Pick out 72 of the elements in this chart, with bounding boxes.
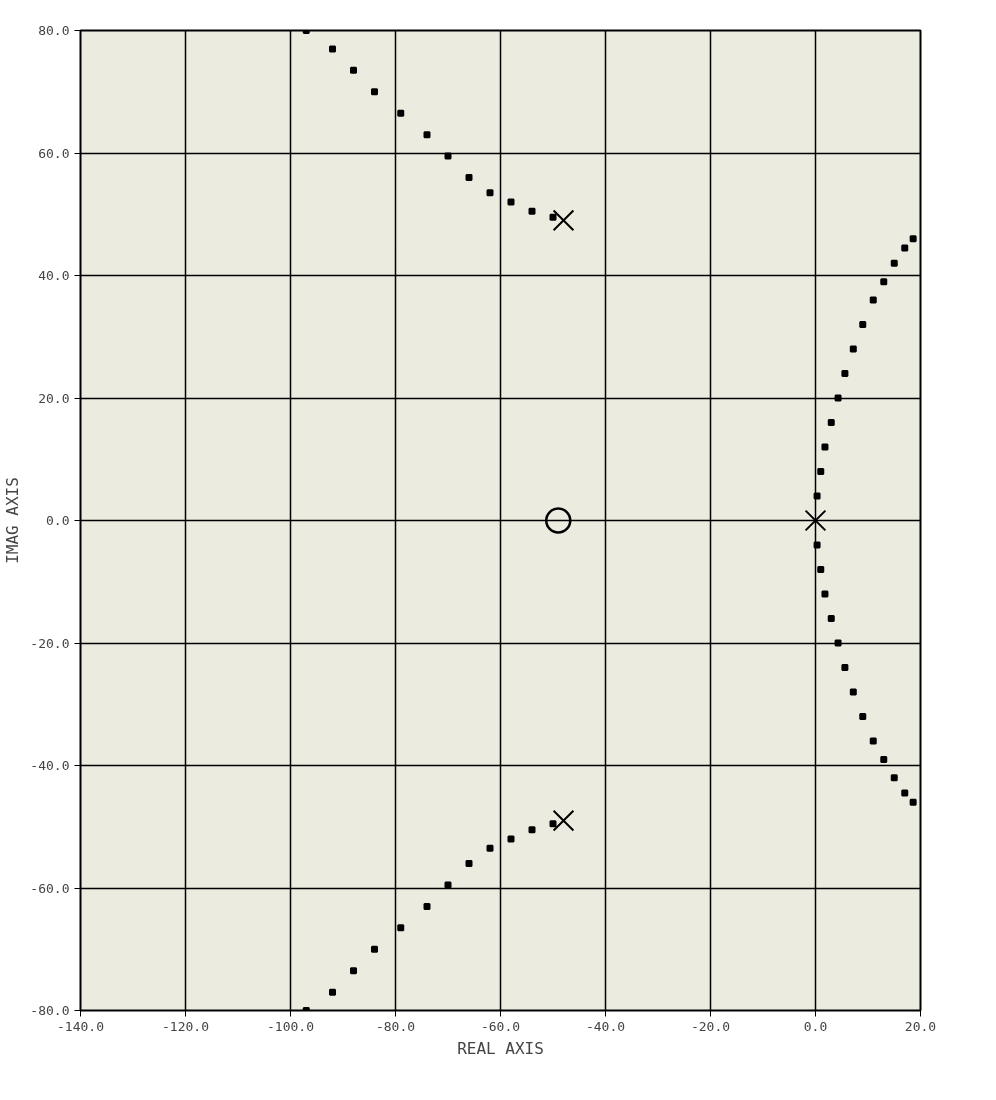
point (444, 881, 452, 889)
point (859, 321, 867, 328)
point (552, 209, 575, 232)
y-tick-label: -60.0 (30, 880, 70, 896)
x-tick-label: -100.0 (267, 1018, 314, 1034)
point (827, 419, 835, 426)
point (841, 664, 849, 671)
point (834, 394, 842, 402)
point (869, 737, 877, 745)
point (329, 45, 336, 53)
x-tick-label: -40.0 (585, 1018, 626, 1034)
point (909, 235, 917, 243)
point (859, 713, 867, 720)
point (350, 66, 357, 74)
point (827, 615, 835, 622)
x-tick-label: -20.0 (690, 1018, 731, 1034)
point (880, 278, 888, 286)
point (549, 213, 557, 221)
point (841, 370, 849, 377)
point (901, 789, 909, 797)
x-tick-label: -140.0 (57, 1018, 104, 1034)
y-tick-label: 80.0 (38, 23, 70, 38)
x-tick-label: -80.0 (375, 1018, 416, 1034)
point (397, 924, 405, 932)
point (507, 198, 515, 206)
point (813, 492, 821, 500)
y-tick-label: 60.0 (38, 145, 70, 161)
point (909, 798, 917, 806)
point (528, 826, 536, 834)
point (423, 131, 431, 139)
y-tick-label: -40.0 (30, 758, 70, 773)
point (444, 152, 452, 160)
y-tick-label: 0.0 (46, 513, 70, 528)
y-tick-label: -20.0 (30, 635, 70, 651)
point (880, 755, 888, 763)
point (486, 189, 494, 197)
x-axis-title: REAL AXIS (457, 1038, 544, 1058)
point (821, 590, 829, 598)
y-tick-label: 40.0 (38, 268, 70, 283)
x-tick-label: 20.0 (904, 1018, 937, 1034)
point (507, 835, 515, 843)
x-tick-label: 0.0 (803, 1018, 828, 1034)
point (817, 468, 825, 475)
point (804, 509, 827, 532)
point (350, 967, 357, 975)
point (901, 244, 909, 252)
point (423, 902, 431, 910)
point (528, 207, 536, 215)
point (549, 820, 557, 828)
point (371, 945, 378, 953)
point (397, 109, 405, 117)
point (329, 988, 336, 996)
point (465, 174, 473, 181)
point (552, 809, 575, 832)
point (849, 688, 857, 696)
point (813, 541, 821, 549)
y-tick-label: 20.0 (38, 390, 70, 406)
point (890, 774, 898, 782)
point (486, 844, 494, 852)
x-tick-label: -120.0 (162, 1018, 209, 1034)
point (869, 296, 877, 304)
y-tick-label: -80.0 (30, 1003, 70, 1018)
point (849, 345, 857, 353)
point (545, 507, 572, 534)
y-axis-title: IMAG AXIS (3, 477, 23, 564)
point (371, 88, 378, 96)
x-tick-label: -60.0 (480, 1018, 521, 1034)
point (465, 860, 473, 867)
point (890, 259, 898, 267)
point (817, 566, 825, 573)
point (834, 639, 842, 647)
point (821, 443, 829, 451)
